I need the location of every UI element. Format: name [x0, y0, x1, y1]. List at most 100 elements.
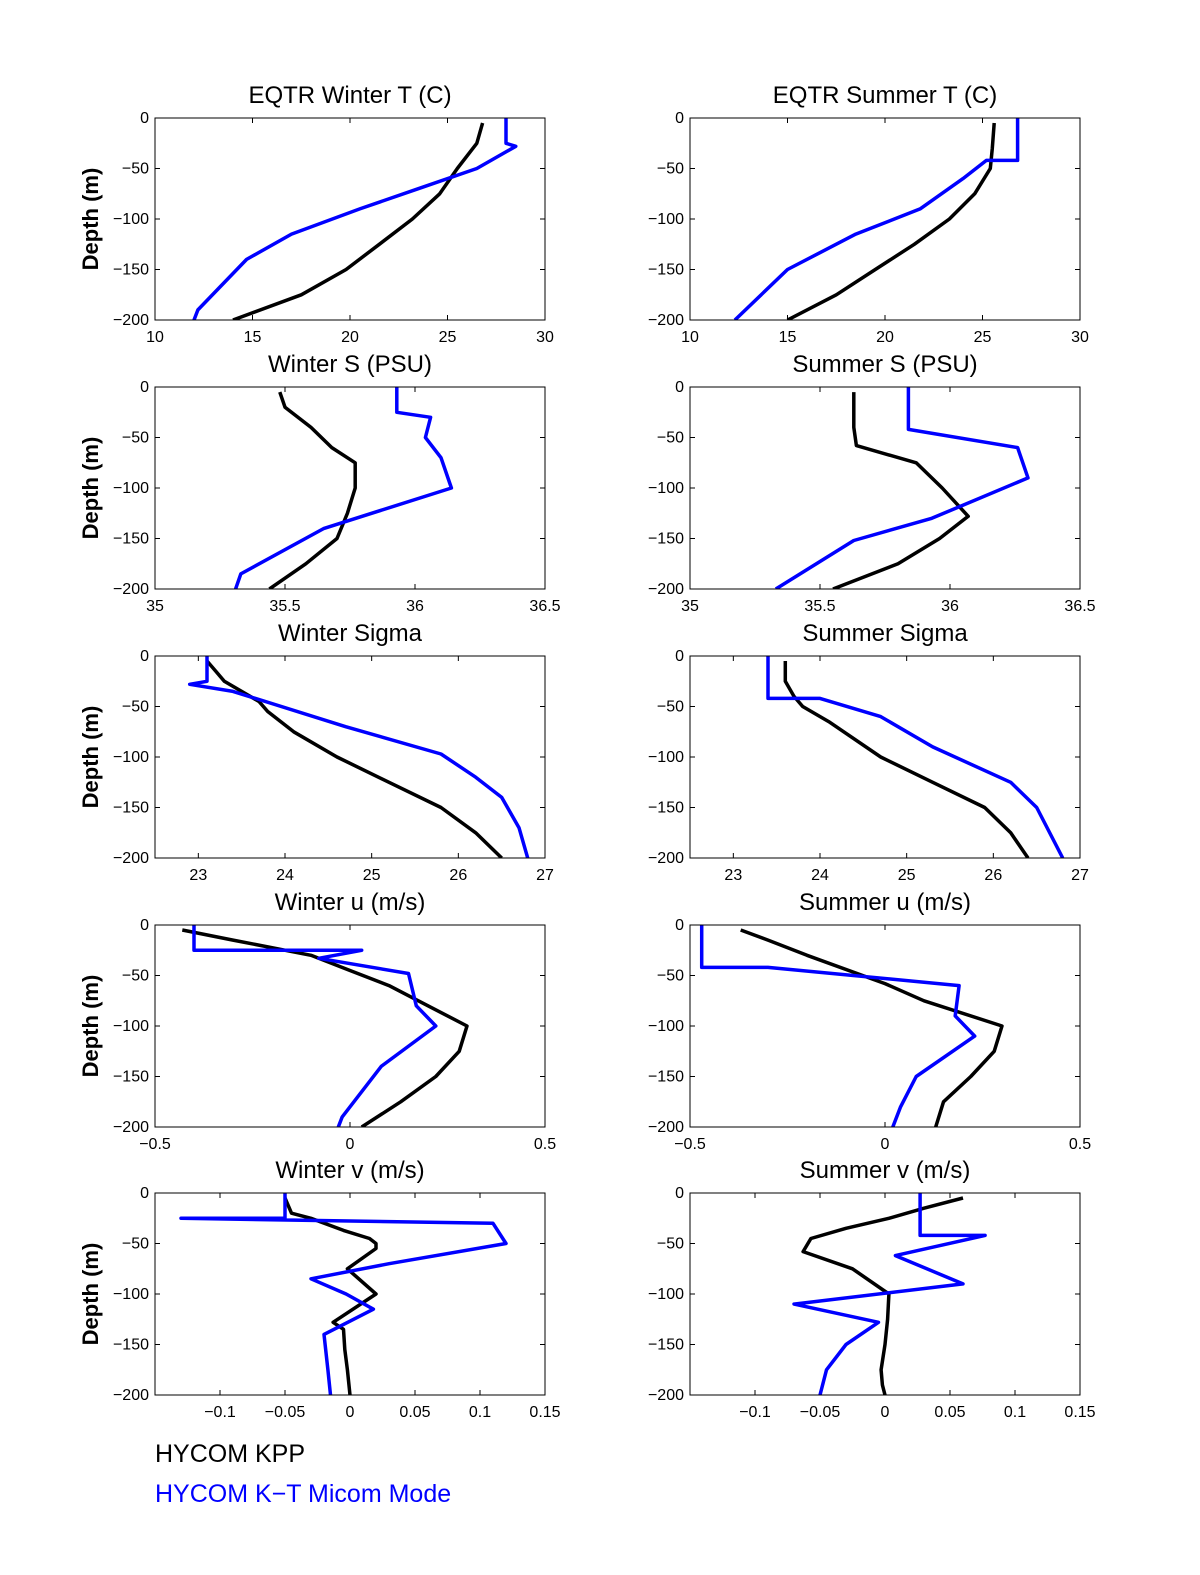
panel-7: Summer u (m/s) 0 −50 −100 −150 −200−0.5 0 0.5: [648, 889, 1091, 1153]
series-line-kt-micom: [187, 656, 530, 858]
x-tick-label: 15: [779, 329, 797, 346]
x-tick-label: 0.1: [1004, 1404, 1026, 1421]
y-tick-label: −150: [113, 531, 149, 548]
x-tick-label: 20: [341, 329, 359, 346]
y-tick-label: 0: [675, 648, 684, 665]
y-tick-label: −100: [648, 1286, 684, 1303]
y-tick-label: −100: [648, 480, 684, 497]
x-tick-label: 0: [346, 1136, 355, 1153]
y-tick-label: −100: [113, 480, 149, 497]
x-tick-label: 20: [876, 329, 894, 346]
x-tick-label: 0.05: [399, 1404, 430, 1421]
series-line-kpp: [740, 928, 1004, 1127]
y-tick-label: −200: [113, 581, 149, 598]
x-tick-label: −0.5: [139, 1136, 171, 1153]
x-tick-label: 36: [406, 598, 424, 615]
x-tick-label: 27: [536, 867, 554, 884]
panel-title: Summer u (m/s): [799, 889, 971, 916]
x-tick-label: −0.05: [800, 1404, 841, 1421]
y-tick-label: −50: [122, 699, 149, 716]
y-tick-label: −150: [648, 800, 684, 817]
x-tick-label: 23: [189, 867, 207, 884]
y-tick-label: −150: [113, 800, 149, 817]
y-tick-label: 0: [675, 1185, 684, 1202]
x-tick-label: −0.05: [265, 1404, 306, 1421]
x-tick-label: 10: [681, 329, 699, 346]
y-tick-label: −50: [657, 699, 684, 716]
y-axis-label: Depth (m): [78, 1243, 103, 1346]
panel-title: Winter v (m/s): [275, 1157, 424, 1184]
y-tick-label: −50: [122, 1236, 149, 1253]
y-tick-label: −200: [113, 312, 149, 329]
panel-5: Summer Sigma 0 −50 −100 −150 −200 23 24 25 26 27: [648, 620, 1089, 884]
x-tick-label: 0.15: [529, 1404, 560, 1421]
panel-4: Winter Sigma 0 −50 −100 −150 −200 23 24 25 26 27 De…: [78, 620, 554, 884]
y-tick-label: 0: [140, 648, 149, 665]
x-tick-label: 36.5: [1064, 598, 1095, 615]
series-line-kt-micom: [774, 387, 1030, 589]
series-line-kt-micom: [192, 118, 518, 320]
series-line-kpp: [832, 392, 970, 589]
y-tick-label: 0: [140, 917, 149, 934]
series-line-kt-micom: [699, 925, 977, 1127]
x-tick-label: 25: [439, 329, 457, 346]
axes-frame: [689, 386, 1081, 590]
series-line-kpp: [205, 659, 503, 858]
x-tick-label: 27: [1071, 867, 1089, 884]
x-tick-label: 0.5: [1069, 1136, 1091, 1153]
axes-frame: [689, 655, 1081, 859]
y-tick-label: −150: [113, 1337, 149, 1354]
y-tick-label: 0: [140, 1185, 149, 1202]
panel-title: Summer S (PSU): [792, 351, 977, 378]
x-tick-label: 0.1: [469, 1404, 491, 1421]
panel-8: Winter v (m/s) 0 −50 −100 −150 −200 −0.1 −0.05 0…: [78, 1157, 561, 1421]
series-line-kpp: [801, 1196, 964, 1395]
y-tick-label: −100: [648, 749, 684, 766]
series-line-kpp: [283, 1197, 378, 1395]
y-tick-label: −200: [648, 312, 684, 329]
series-line-kpp: [786, 122, 996, 320]
axes-frame: [154, 1192, 546, 1396]
x-tick-label: −0.5: [674, 1136, 706, 1153]
y-tick-label: −50: [122, 968, 149, 985]
y-tick-label: −100: [113, 749, 149, 766]
x-tick-label: 15: [244, 329, 262, 346]
y-tick-label: −150: [648, 262, 684, 279]
y-tick-label: −200: [113, 1387, 149, 1404]
series-line-kt-micom: [792, 1193, 987, 1395]
axes-frame: [154, 117, 546, 321]
series-line-kt-micom: [192, 925, 438, 1127]
panel-title: Winter S (PSU): [268, 351, 432, 378]
y-tick-label: −200: [113, 1119, 149, 1136]
x-tick-label: 25: [974, 329, 992, 346]
x-tick-label: 25: [898, 867, 916, 884]
x-tick-label: 35: [146, 598, 164, 615]
x-tick-label: 0: [881, 1404, 890, 1421]
panel-9: Summer v (m/s) 0 −50 −100 −150 −200 −0.1 −0.05 0…: [648, 1157, 1096, 1421]
x-tick-label: 35.5: [804, 598, 835, 615]
x-tick-label: 0.15: [1064, 1404, 1095, 1421]
y-tick-label: 0: [675, 110, 684, 127]
panel-title: Summer Sigma: [802, 620, 968, 647]
panel-title: EQTR Summer T (C): [773, 82, 997, 109]
x-tick-label: 36.5: [529, 598, 560, 615]
axes-frame: [154, 655, 546, 859]
panel-title: EQTR Winter T (C): [248, 82, 451, 109]
axes-frame: [154, 386, 546, 590]
x-tick-label: 26: [449, 867, 467, 884]
y-tick-label: −200: [648, 581, 684, 598]
y-tick-label: −200: [648, 850, 684, 867]
y-tick-label: −100: [648, 1018, 684, 1035]
y-tick-label: −50: [657, 161, 684, 178]
y-tick-label: −200: [648, 1387, 684, 1404]
legend-entry-hycom-kt-micom: HYCOM K−T Micom Mode: [155, 1480, 452, 1508]
x-tick-label: 36: [941, 598, 959, 615]
series-line-kt-micom: [233, 387, 454, 589]
x-tick-label: 25: [363, 867, 381, 884]
x-tick-label: 30: [536, 329, 554, 346]
y-tick-label: −50: [657, 1236, 684, 1253]
x-tick-label: 26: [984, 867, 1002, 884]
